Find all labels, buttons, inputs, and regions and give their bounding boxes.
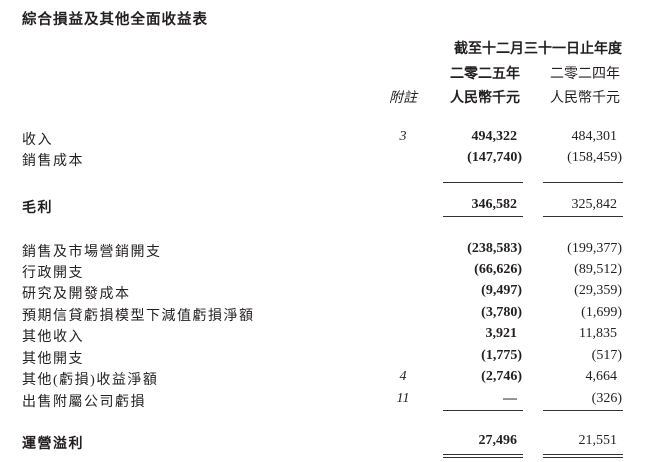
- row-label: 銷售及市場營銷開支: [22, 245, 162, 260]
- period-header: 截至十二月三十一日止年度: [454, 42, 622, 57]
- row-value-current: 346,582: [471, 197, 518, 212]
- row-value-prior: 484,301: [571, 129, 618, 144]
- year-current-header: 二零二五年: [450, 67, 520, 82]
- row-label: 其他(虧損)收益淨額: [22, 373, 159, 388]
- row-note: 4: [399, 369, 407, 384]
- row-label: 銷售成本: [22, 154, 84, 169]
- statement-title: 綜合損益及其他全面收益表: [22, 12, 208, 28]
- row-value-prior: (326): [591, 391, 622, 406]
- row-value-current: (3,780): [481, 305, 522, 320]
- row-value-prior: (29,359): [574, 283, 622, 298]
- row-value-current: (147,740): [467, 150, 522, 165]
- row-label: 研究及開發成本: [22, 287, 131, 302]
- row-value-current: (66,626): [474, 262, 522, 277]
- row-value-current: 27,496: [478, 433, 518, 448]
- gross-profit-rule-prior: [543, 216, 623, 217]
- row-value-prior: (199,377): [567, 241, 622, 256]
- unit-current-header: 人民幣千元: [450, 91, 520, 106]
- row-label: 其他開支: [22, 352, 84, 367]
- total-double-rule-prior: [543, 454, 623, 458]
- row-value-prior: (517): [591, 348, 622, 363]
- year-prior-header: 二零二四年: [550, 67, 620, 82]
- gross-profit-rule-current: [443, 216, 523, 217]
- row-label: 運營溢利: [22, 437, 84, 452]
- row-note: 11: [396, 391, 410, 406]
- row-value-current: (238,583): [467, 241, 522, 256]
- row-value-current: (1,775): [481, 348, 522, 363]
- row-value-current: —: [503, 391, 517, 406]
- total-double-rule-current: [443, 454, 523, 458]
- row-value-current: (2,746): [481, 369, 522, 384]
- row-value-current: (9,497): [481, 283, 522, 298]
- subtotal-rule-prior-2: [543, 410, 623, 411]
- row-note: 3: [399, 129, 407, 144]
- row-label: 出售附屬公司虧損: [22, 395, 146, 410]
- row-value-prior: 21,551: [578, 433, 618, 448]
- row-value-prior: (158,459): [567, 150, 622, 165]
- row-value-prior: 325,842: [571, 197, 618, 212]
- row-value-current: 3,921: [485, 326, 518, 341]
- row-value-prior: (89,512): [574, 262, 622, 277]
- row-label: 收入: [22, 133, 53, 148]
- subtotal-rule-current: [443, 182, 523, 183]
- subtotal-rule-prior: [543, 182, 623, 183]
- row-value-current: 494,322: [471, 129, 518, 144]
- note-header: 附註: [389, 91, 417, 106]
- row-label: 行政開支: [22, 266, 84, 281]
- row-label: 其他收入: [22, 330, 84, 345]
- row-label: 毛利: [22, 201, 53, 216]
- subtotal-rule-current-2: [443, 410, 523, 411]
- row-label: 預期信貸虧損模型下減值虧損淨額: [22, 309, 255, 324]
- row-value-prior: 4,664: [585, 369, 618, 384]
- row-value-prior: 11,835: [579, 326, 617, 341]
- unit-prior-header: 人民幣千元: [550, 91, 620, 106]
- row-value-prior: (1,699): [581, 305, 622, 320]
